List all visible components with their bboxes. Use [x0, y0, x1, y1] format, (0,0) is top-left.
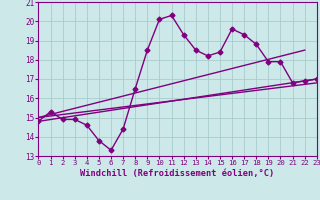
X-axis label: Windchill (Refroidissement éolien,°C): Windchill (Refroidissement éolien,°C) — [80, 169, 275, 178]
